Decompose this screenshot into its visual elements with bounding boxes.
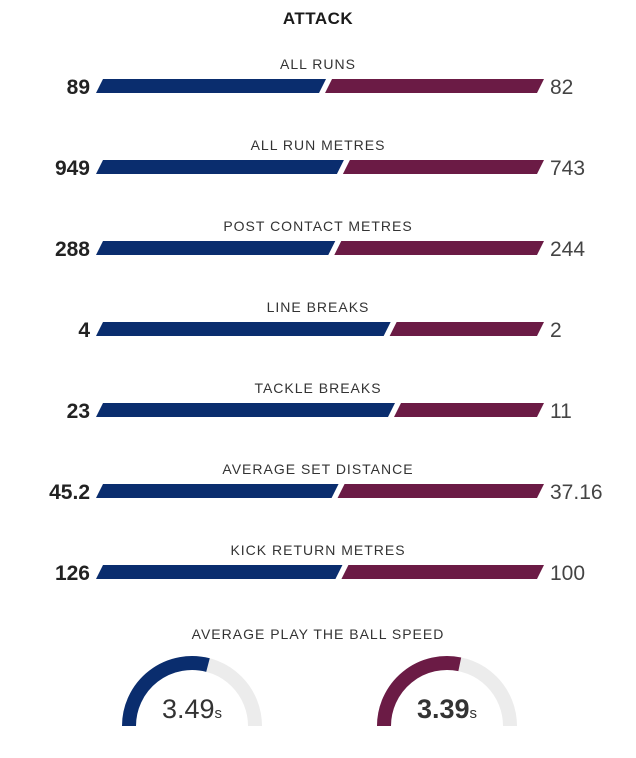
- stat-label: ALL RUN METRES: [250, 137, 386, 153]
- home-play-the-ball-gauge: 3.49s: [117, 652, 267, 732]
- stat-bar: [96, 484, 544, 498]
- stat-label: POST CONTACT METRES: [223, 218, 413, 234]
- away-bar: [334, 241, 544, 255]
- home-value-label: 45.2: [49, 481, 90, 504]
- away-bar: [389, 322, 544, 336]
- away-value-label: 82: [550, 76, 574, 99]
- stat-label: LINE BREAKS: [266, 299, 370, 315]
- away-value-label: 37.16: [550, 481, 603, 504]
- stat-bar: [96, 403, 544, 417]
- stat-label: KICK RETURN METRES: [230, 542, 406, 558]
- away-gauge-arc: [377, 656, 462, 727]
- stat-bar: [96, 241, 544, 255]
- home-value-label: 288: [54, 238, 90, 261]
- away-value-label: 2: [550, 319, 562, 342]
- away-play-the-ball-value: 3.39s: [372, 694, 522, 725]
- away-value-label: 100: [550, 562, 586, 585]
- play-the-ball-label: AVERAGE PLAY THE BALL SPEED: [191, 626, 445, 642]
- home-bar: [96, 403, 395, 417]
- away-value-label: 244: [550, 238, 586, 261]
- home-speed-unit: s: [214, 705, 223, 722]
- away-bar: [394, 403, 544, 417]
- stat-label: AVERAGE SET DISTANCE: [222, 461, 414, 477]
- away-play-the-ball-gauge: 3.39s: [372, 652, 522, 732]
- home-speed-number: 3.49: [161, 694, 215, 724]
- home-bar: [96, 565, 343, 579]
- home-value-label: 949: [54, 157, 90, 180]
- stat-row: TACKLE BREAKS 23 11: [0, 380, 636, 440]
- stat-bar: [96, 565, 544, 579]
- stat-bar: [96, 79, 544, 93]
- home-bar: [96, 79, 327, 93]
- home-gauge-arc: [122, 656, 210, 727]
- stat-row: AVERAGE SET DISTANCE 45.2 37.16: [0, 461, 636, 521]
- stat-row: KICK RETURN METRES 126 100: [0, 542, 636, 602]
- stat-row: ALL RUN METRES 949 743: [0, 137, 636, 197]
- home-bar: [96, 241, 336, 255]
- home-value-label: 126: [54, 562, 90, 585]
- stat-label: TACKLE BREAKS: [254, 380, 382, 396]
- section-title: ATTACK: [282, 9, 354, 28]
- away-speed-number: 3.39: [416, 694, 470, 724]
- stat-bar: [96, 322, 544, 336]
- away-value-label: 743: [550, 157, 586, 180]
- home-value-label: 23: [66, 400, 90, 423]
- stat-bar: [96, 160, 544, 174]
- stat-row: ALL RUNS 89 82: [0, 56, 636, 116]
- home-value-label: 4: [78, 319, 90, 342]
- home-play-the-ball-value: 3.49s: [117, 694, 267, 725]
- away-bar: [337, 484, 544, 498]
- stat-row: LINE BREAKS 4 2: [0, 299, 636, 359]
- home-gauge-svg: [122, 656, 262, 727]
- stat-label: ALL RUNS: [280, 56, 356, 72]
- home-bar: [96, 160, 344, 174]
- away-bar: [325, 79, 544, 93]
- home-bar: [96, 484, 339, 498]
- away-bar: [341, 565, 544, 579]
- away-gauge-svg: [377, 656, 517, 727]
- away-speed-unit: s: [469, 705, 478, 722]
- away-bar: [342, 160, 544, 174]
- stat-row: POST CONTACT METRES 288 244: [0, 218, 636, 278]
- away-value-label: 11: [550, 400, 572, 423]
- home-bar: [96, 322, 391, 336]
- home-value-label: 89: [66, 76, 90, 99]
